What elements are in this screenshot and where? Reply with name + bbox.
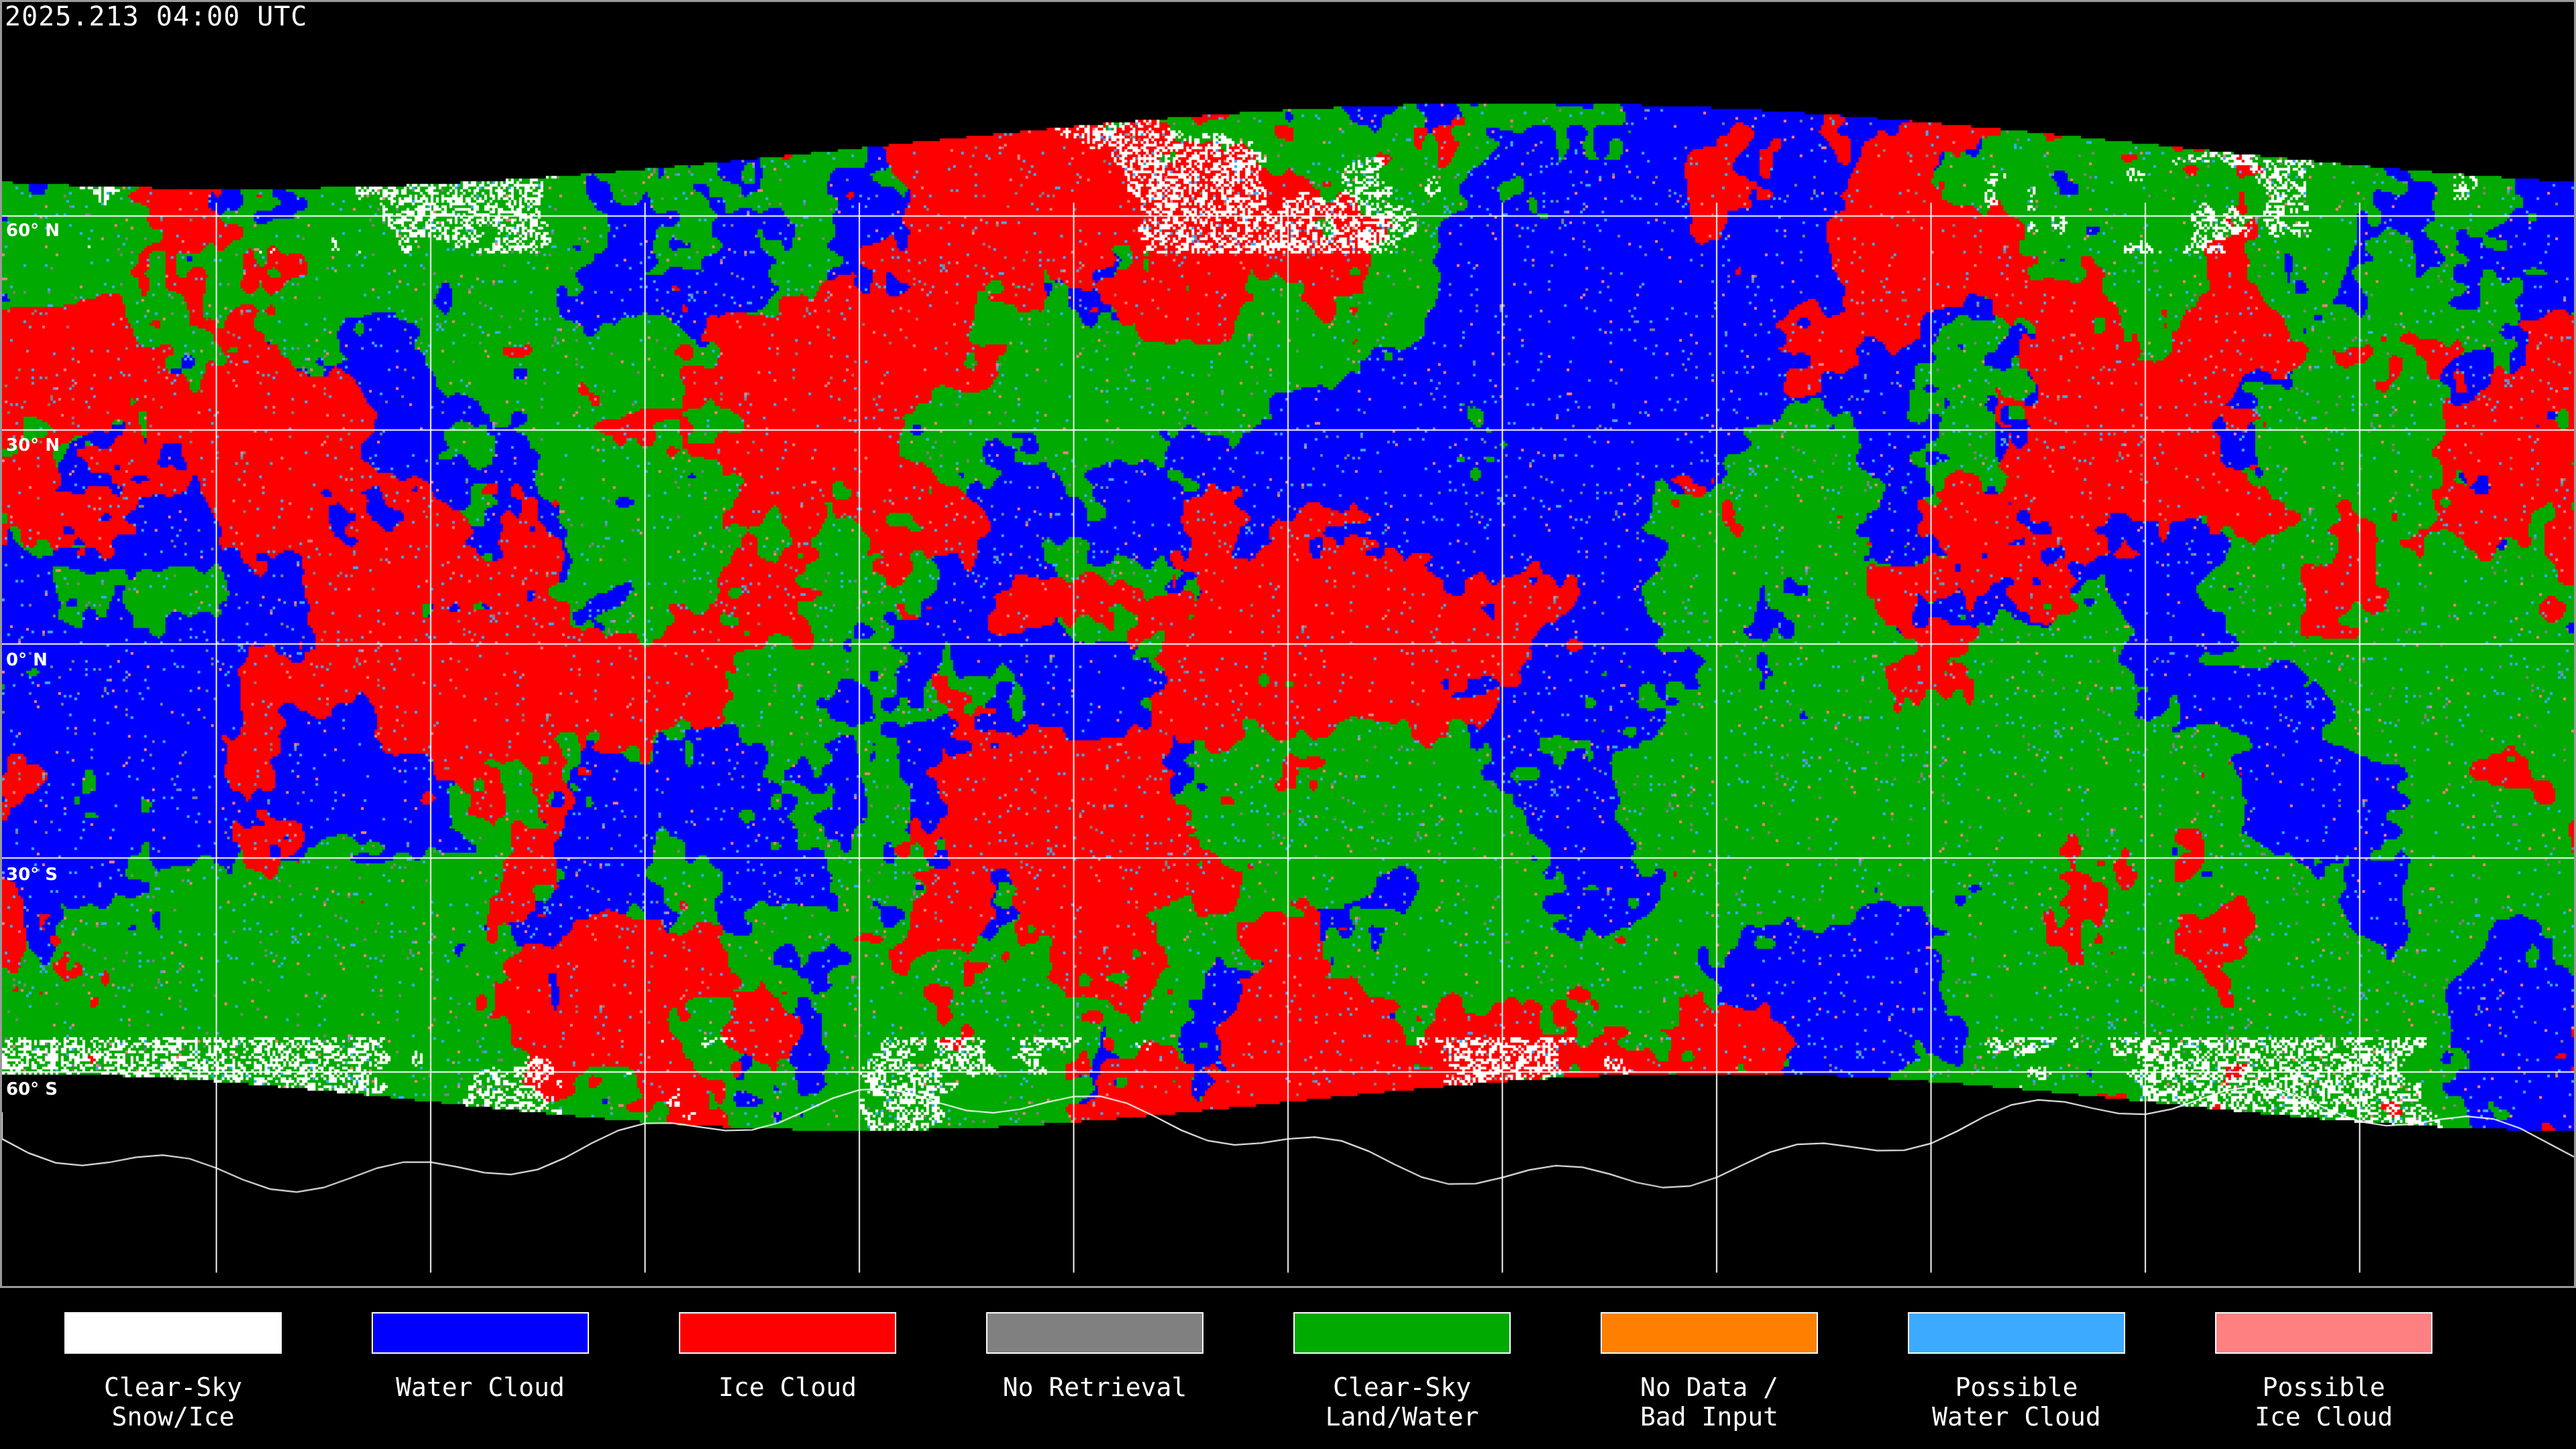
lat-label-0: 0° N (6, 650, 48, 670)
lat-label-30n: 30° N (6, 435, 60, 455)
legend-item-no-retrieval: No Retrieval (986, 1312, 1203, 1402)
legend-item-water-cloud: Water Cloud (372, 1312, 589, 1402)
legend-label: No Retrieval (1002, 1373, 1187, 1402)
lat-label-60s: 60° S (6, 1079, 58, 1099)
legend-label: Clear-Sky Land/Water (1325, 1373, 1479, 1432)
legend-swatch (1908, 1312, 2125, 1354)
lat-label-30s: 30° S (6, 865, 58, 885)
legend-swatch (64, 1312, 282, 1354)
legend-label: Ice Cloud (718, 1373, 857, 1402)
legend-swatch (372, 1312, 589, 1354)
legend-item-clear-sky-snow-ice: Clear-Sky Snow/Ice (64, 1312, 282, 1432)
legend-item-no-data: No Data / Bad Input (1601, 1312, 1818, 1432)
lat-label-60n: 60° N (6, 221, 60, 241)
legend-swatch (1601, 1312, 1818, 1354)
legend-label: Clear-Sky Snow/Ice (104, 1373, 242, 1432)
legend-swatch (2215, 1312, 2432, 1354)
timestamp-label: 2025.213 04:00 UTC (5, 1, 308, 32)
legend-item-ice-cloud: Ice Cloud (679, 1312, 896, 1402)
legend-swatch (679, 1312, 896, 1354)
cloud-phase-image (2, 2, 2574, 1286)
legend-label: Water Cloud (396, 1373, 565, 1402)
legend-item-possible-ice-cloud: Possible Ice Cloud (2215, 1312, 2432, 1432)
legend-swatch (1293, 1312, 1511, 1354)
legend-label: Possible Ice Cloud (2255, 1373, 2393, 1432)
legend: Clear-Sky Snow/Ice Water Cloud Ice Cloud… (0, 1288, 2576, 1449)
cloud-phase-map: 2025.213 04:00 UTC 60° N 30° N 0° N 30° … (0, 0, 2576, 1288)
legend-label: Possible Water Cloud (1932, 1373, 2101, 1432)
legend-label: No Data / Bad Input (1640, 1373, 1778, 1432)
legend-swatch (986, 1312, 1203, 1354)
legend-item-clear-sky-land-water: Clear-Sky Land/Water (1293, 1312, 1511, 1432)
legend-item-possible-water-cloud: Possible Water Cloud (1908, 1312, 2125, 1432)
